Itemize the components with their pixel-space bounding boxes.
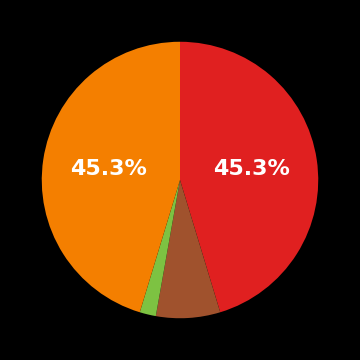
Wedge shape [42, 42, 180, 312]
Text: 45.3%: 45.3% [71, 159, 147, 179]
Wedge shape [156, 180, 220, 318]
Wedge shape [140, 180, 180, 316]
Wedge shape [180, 42, 318, 312]
Text: 45.3%: 45.3% [213, 159, 289, 179]
